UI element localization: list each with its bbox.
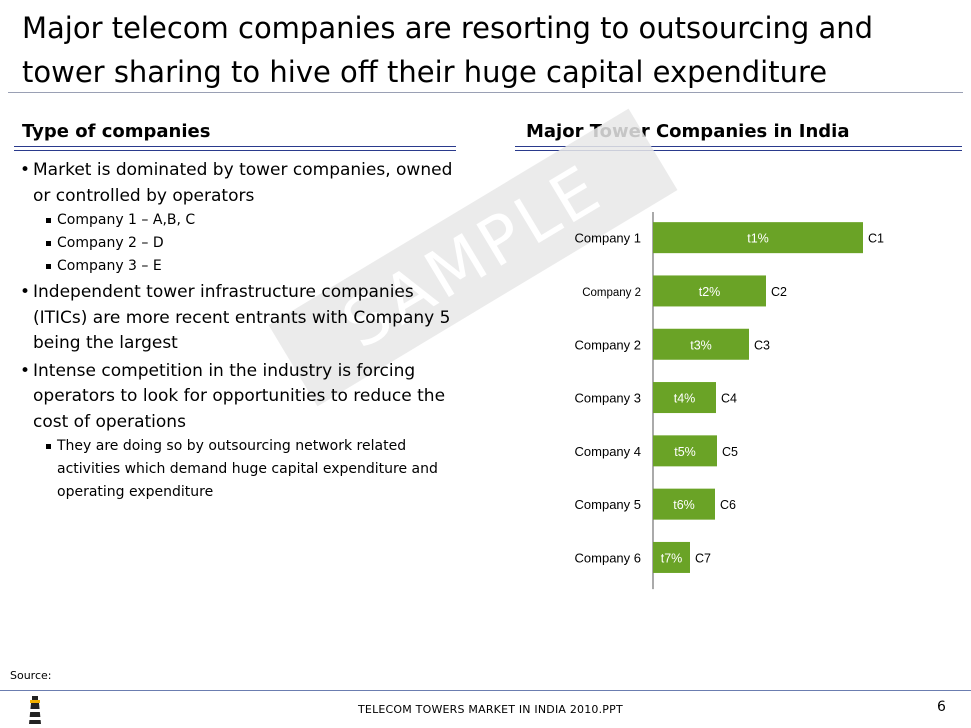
bar-end-label-4: C4 <box>721 392 737 406</box>
bar-7 <box>653 541 690 573</box>
bar-value-label-7: t7% <box>661 551 683 565</box>
chart-heading-rule <box>515 146 962 151</box>
category-label-7: Company 6 <box>575 550 641 565</box>
page-number: 6 <box>937 699 946 715</box>
bar-end-label-7: C7 <box>695 551 711 565</box>
title-divider <box>8 92 963 93</box>
sub-bullet-1b: Company 2 – D <box>18 232 458 255</box>
sub-bullet-3a: They are doing so by outsourcing network… <box>18 435 458 504</box>
tower-companies-bar-chart: Company 1 t1% C1 Company 2 t2% C2 Company 2 t3%… <box>575 212 884 590</box>
category-label-6: Company 5 <box>575 497 641 512</box>
bullet-list: Market is dominated by tower companies, … <box>18 156 458 504</box>
bar-end-label-5: C5 <box>722 445 738 459</box>
lighthouse-logo-icon <box>29 696 41 724</box>
bar-value-label-2: t2% <box>699 285 721 299</box>
slide-title: Major telecom companies are resorting to… <box>22 11 874 89</box>
footer-divider <box>0 690 971 691</box>
bar-3 <box>653 328 749 360</box>
bullet-2: Independent tower infrastructure compani… <box>18 280 458 357</box>
bullet-3: Intense competition in the industry is f… <box>18 359 458 436</box>
bar-value-label-5: t5% <box>674 445 696 459</box>
left-heading: Type of companies <box>22 121 211 142</box>
bar-value-label-3: t3% <box>690 338 712 352</box>
bar-2 <box>653 275 766 307</box>
bar-4 <box>653 382 716 414</box>
left-heading-rule <box>14 146 456 151</box>
bar-value-label-1: t1% <box>747 232 769 246</box>
category-label-4: Company 3 <box>575 391 641 406</box>
bar-1 <box>653 222 863 254</box>
chart-heading: Major Tower Companies in India <box>526 121 850 142</box>
bar-6 <box>653 488 715 520</box>
category-label-5: Company 4 <box>575 444 641 459</box>
bar-end-label-1: C1 <box>868 232 884 246</box>
category-label-2: Company 2 <box>582 287 641 299</box>
footer-title: TELECOM TOWERS MARKET IN INDIA 2010.PPT <box>358 703 623 716</box>
bar-value-label-4: t4% <box>674 392 696 406</box>
bar-end-label-3: C3 <box>754 338 770 352</box>
bar-value-label-6: t6% <box>673 498 695 512</box>
bullet-1: Market is dominated by tower companies, … <box>18 158 458 209</box>
sub-bullet-1c: Company 3 – E <box>18 255 458 278</box>
category-label-1: Company 1 <box>575 231 641 246</box>
bar-end-label-6: C6 <box>720 498 736 512</box>
source-label: Source: <box>10 669 52 682</box>
bar-end-label-2: C2 <box>771 285 787 299</box>
sub-bullet-1a: Company 1 – A,B, C <box>18 209 458 232</box>
bar-5 <box>653 435 717 467</box>
category-label-3: Company 2 <box>575 337 641 352</box>
